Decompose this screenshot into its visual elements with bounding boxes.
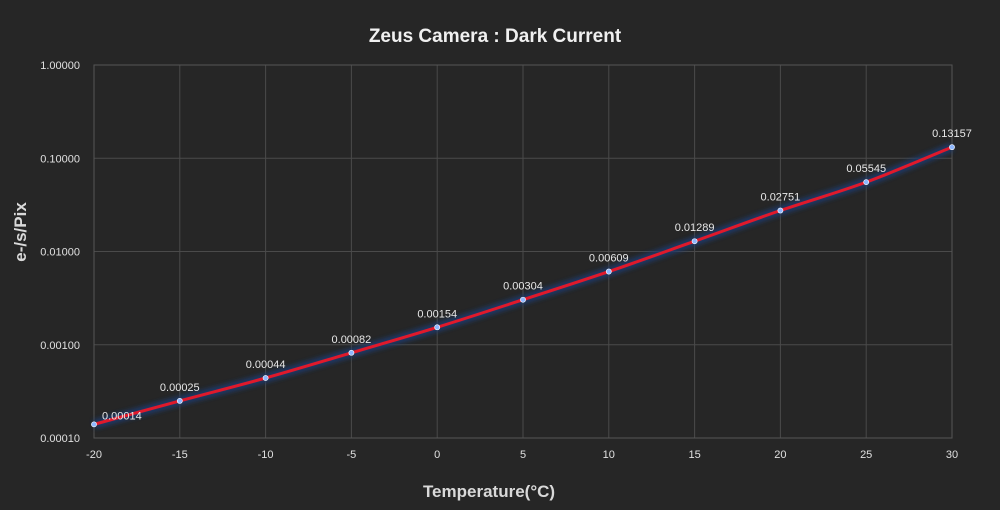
x-axis-title: Temperature(°C) xyxy=(423,482,555,501)
data-point xyxy=(863,179,870,186)
y-axis-title: e-/s/Pix xyxy=(11,202,30,262)
x-tick-label: 0 xyxy=(434,449,440,461)
data-point xyxy=(949,144,955,151)
x-tick-label: 20 xyxy=(774,449,786,461)
y-axis-ticks: 0.00010 0.00100 0.01000 0.10000 1.00000 xyxy=(40,60,80,445)
x-tick-label: -15 xyxy=(172,449,188,461)
data-labels: 0.00014 0.00025 0.00044 0.00082 0.00154 0.003… xyxy=(102,128,972,422)
data-label: 0.00044 xyxy=(246,359,286,371)
series xyxy=(91,142,955,429)
data-point xyxy=(262,375,269,381)
data-label: 0.00609 xyxy=(589,253,629,265)
x-tick-label: 25 xyxy=(860,449,872,461)
chart-title: Zeus Camera : Dark Current xyxy=(369,26,622,47)
data-label: 0.00025 xyxy=(160,382,200,394)
data-label: 0.00154 xyxy=(417,308,457,320)
data-point xyxy=(777,207,784,214)
x-tick-label: 15 xyxy=(688,449,700,461)
x-tick-label: -10 xyxy=(258,449,274,461)
data-point xyxy=(434,324,441,331)
data-point xyxy=(91,421,97,428)
y-tick-label: 1.00000 xyxy=(40,60,80,72)
x-tick-label: 30 xyxy=(946,449,958,461)
plot-area-frame xyxy=(93,64,953,439)
data-point xyxy=(176,397,183,404)
data-label: 0.00304 xyxy=(503,281,543,293)
data-label: 0.13157 xyxy=(932,128,972,140)
x-tick-label: 10 xyxy=(603,449,615,461)
data-label: 0.02751 xyxy=(761,192,801,204)
data-point xyxy=(520,296,526,303)
x-axis-ticks: -20 -15 -10 -5 0 5 10 15 20 25 30 xyxy=(86,449,958,461)
x-tick-label: -5 xyxy=(347,449,357,461)
data-point xyxy=(605,268,612,275)
data-label: 0.01289 xyxy=(675,222,715,234)
y-tick-label: 0.10000 xyxy=(40,153,80,165)
data-point xyxy=(691,238,698,245)
data-label: 0.00014 xyxy=(102,410,142,422)
y-tick-label: 0.00010 xyxy=(40,433,80,445)
x-tick-label: -20 xyxy=(86,449,102,461)
data-point xyxy=(348,349,355,356)
data-label: 0.05545 xyxy=(846,163,886,175)
x-tick-label: 5 xyxy=(520,449,526,461)
y-tick-label: 0.00100 xyxy=(40,340,80,352)
gridlines xyxy=(93,64,953,439)
data-label: 0.00082 xyxy=(332,334,372,346)
y-tick-label: 0.01000 xyxy=(40,247,80,259)
